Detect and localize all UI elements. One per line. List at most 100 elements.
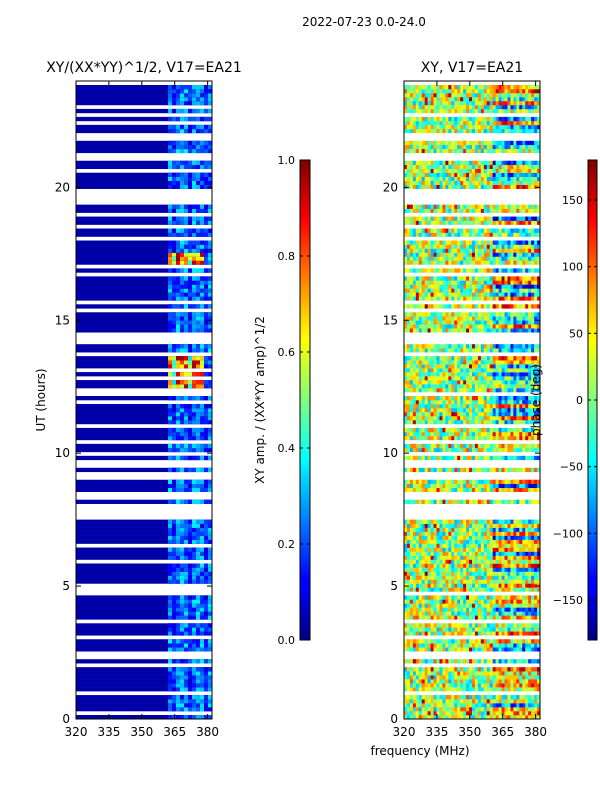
heatmap-cell (531, 627, 534, 631)
heatmap-cell (502, 428, 505, 432)
heatmap-cell (419, 711, 422, 715)
heatmap-cell (188, 380, 192, 384)
heatmap-cell (192, 484, 196, 488)
heatmap-cell (407, 312, 410, 316)
heatmap-cell (463, 560, 466, 564)
heatmap-cell (419, 548, 422, 552)
heatmap-cell (410, 436, 413, 440)
heatmap-cell (442, 368, 445, 372)
heatmap-cell (528, 623, 531, 627)
heatmap-cell (419, 524, 422, 528)
heatmap-cell (531, 328, 534, 332)
heatmap-cell (466, 583, 469, 587)
heatmap-cell (413, 583, 416, 587)
heatmap-cell (168, 117, 172, 121)
heatmap-cell (425, 548, 428, 552)
heatmap-cell (434, 520, 437, 524)
heatmap-cell (410, 560, 413, 564)
heatmap-cell (460, 711, 463, 715)
heatmap-cell (168, 679, 172, 683)
heatmap-cell (425, 368, 428, 372)
heatmap-cell (487, 316, 490, 320)
heatmap-cell (496, 312, 499, 316)
heatmap-cell (507, 368, 510, 372)
heatmap-cell (192, 372, 196, 376)
heatmap-cell (499, 615, 502, 619)
heatmap-cell (422, 659, 425, 663)
heatmap-cell (496, 687, 499, 691)
heatmap-cell (499, 412, 502, 416)
heatmap-cell (200, 233, 204, 237)
heatmap-cell (510, 575, 513, 579)
heatmap-cell (442, 404, 445, 408)
heatmap-cell (180, 312, 184, 316)
heatmap-cell (204, 687, 208, 691)
heatmap-cell (528, 528, 531, 532)
y-tick-label: 15 (55, 313, 70, 327)
heatmap-cell (442, 396, 445, 400)
heatmap-cell (180, 528, 184, 532)
heatmap-cell (531, 524, 534, 528)
heatmap-cell (442, 536, 445, 540)
heatmap-cell (475, 324, 478, 328)
heatmap-cell (475, 444, 478, 448)
heatmap-cell (460, 567, 463, 571)
heatmap-cell (481, 631, 484, 635)
heatmap-cell (439, 500, 442, 504)
heatmap-cell (460, 420, 463, 424)
heatmap-cell (457, 368, 460, 372)
heatmap-cell (454, 583, 457, 587)
heatmap-cell (457, 540, 460, 544)
heatmap-cell (434, 328, 437, 332)
heatmap-cell (422, 532, 425, 536)
heatmap-cell (522, 575, 525, 579)
heatmap-cell (196, 344, 200, 348)
heatmap-cell (484, 540, 487, 544)
heatmap-cell (513, 711, 516, 715)
heatmap-cell (507, 556, 510, 560)
heatmap-cell (493, 643, 496, 647)
heatmap-cell (204, 149, 208, 153)
heatmap-cell (505, 480, 508, 484)
heatmap-cell (496, 695, 499, 699)
heatmap-cell (176, 320, 180, 324)
heatmap-cell (490, 679, 493, 683)
heatmap-cell (451, 631, 454, 635)
heatmap-cell (454, 484, 457, 488)
heatmap-cell (437, 520, 440, 524)
heatmap-cell (481, 436, 484, 440)
heatmap-cell (451, 595, 454, 599)
heatmap-cell (425, 579, 428, 583)
heatmap-cell (490, 544, 493, 548)
heatmap-cell (445, 312, 448, 316)
heatmap-cell (200, 248, 204, 252)
heatmap-cell (437, 316, 440, 320)
heatmap-cell (454, 368, 457, 372)
heatmap-cell (204, 595, 208, 599)
heatmap-cell (200, 205, 204, 209)
heatmap-cell (510, 456, 513, 460)
heatmap-cell (484, 396, 487, 400)
heatmap-cell (519, 388, 522, 392)
heatmap-cell (478, 552, 481, 556)
heatmap-cell (528, 583, 531, 587)
heatmap-cell (507, 400, 510, 404)
heatmap-cell (505, 583, 508, 587)
heatmap-cell (416, 364, 419, 368)
heatmap-cell (431, 563, 434, 567)
heatmap-cell (439, 468, 442, 472)
heatmap-cell (513, 380, 516, 384)
heatmap-cell (407, 304, 410, 308)
heatmap-cell (463, 404, 466, 408)
heatmap-cell (176, 659, 180, 663)
heatmap-cell (431, 647, 434, 651)
heatmap-cell (431, 683, 434, 687)
heatmap-cell (176, 675, 180, 679)
heatmap-cell (463, 420, 466, 424)
heatmap-cell (445, 292, 448, 296)
heatmap-cell (534, 615, 537, 619)
heatmap-cell (463, 484, 466, 488)
heatmap-cell (454, 536, 457, 540)
heatmap-cell (484, 372, 487, 376)
heatmap-cell (434, 436, 437, 440)
